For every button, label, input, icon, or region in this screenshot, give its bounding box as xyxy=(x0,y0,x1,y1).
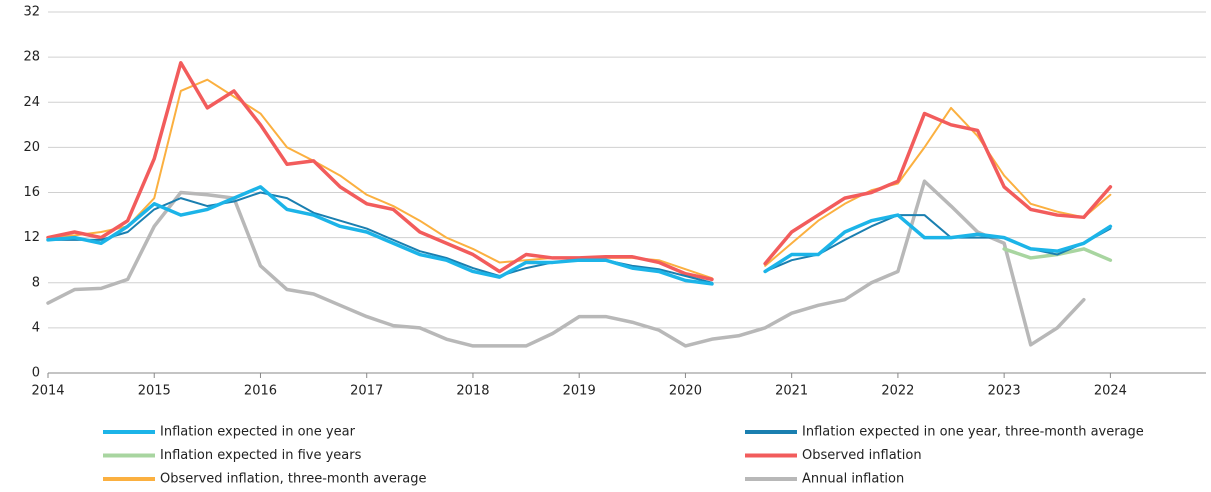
legend-label: Observed inflation xyxy=(802,448,922,463)
x-tick-label: 2022 xyxy=(881,384,914,399)
x-tick-label: 2023 xyxy=(988,384,1021,399)
y-tick-label: 32 xyxy=(23,5,40,20)
y-tick-label: 8 xyxy=(32,275,40,290)
y-tick-label: 24 xyxy=(23,95,40,110)
y-tick-label: 16 xyxy=(23,185,40,200)
series-line xyxy=(763,213,1113,274)
x-tick-label: 2020 xyxy=(669,384,702,399)
series-line xyxy=(46,61,714,282)
x-tick-label: 2017 xyxy=(350,384,383,399)
legend-label: Observed inflation, three-month average xyxy=(160,472,426,487)
x-tick-label: 2016 xyxy=(244,384,277,399)
legend-label: Annual inflation xyxy=(802,472,904,487)
x-tick-label: 2021 xyxy=(775,384,808,399)
series-line xyxy=(46,179,1086,348)
legend-label: Inflation expected in one year xyxy=(160,425,356,440)
y-tick-label: 12 xyxy=(23,230,40,245)
legend-label: Inflation expected in five years xyxy=(160,448,362,463)
series-line xyxy=(764,214,1112,273)
series-line xyxy=(47,78,713,280)
x-tick-label: 2019 xyxy=(563,384,596,399)
series-line xyxy=(46,185,714,286)
legend-label: Inflation expected in one year, three-mo… xyxy=(802,425,1144,440)
x-tick-label: 2024 xyxy=(1094,384,1127,399)
y-tick-label: 28 xyxy=(23,50,40,65)
x-tick-label: 2014 xyxy=(31,384,64,399)
y-tick-label: 0 xyxy=(32,366,40,381)
x-tick-label: 2015 xyxy=(138,384,171,399)
y-tick-label: 20 xyxy=(23,140,40,155)
series-line xyxy=(763,111,1113,266)
series-line xyxy=(764,106,1112,267)
x-tick-label: 2018 xyxy=(456,384,489,399)
y-tick-label: 4 xyxy=(32,320,40,335)
